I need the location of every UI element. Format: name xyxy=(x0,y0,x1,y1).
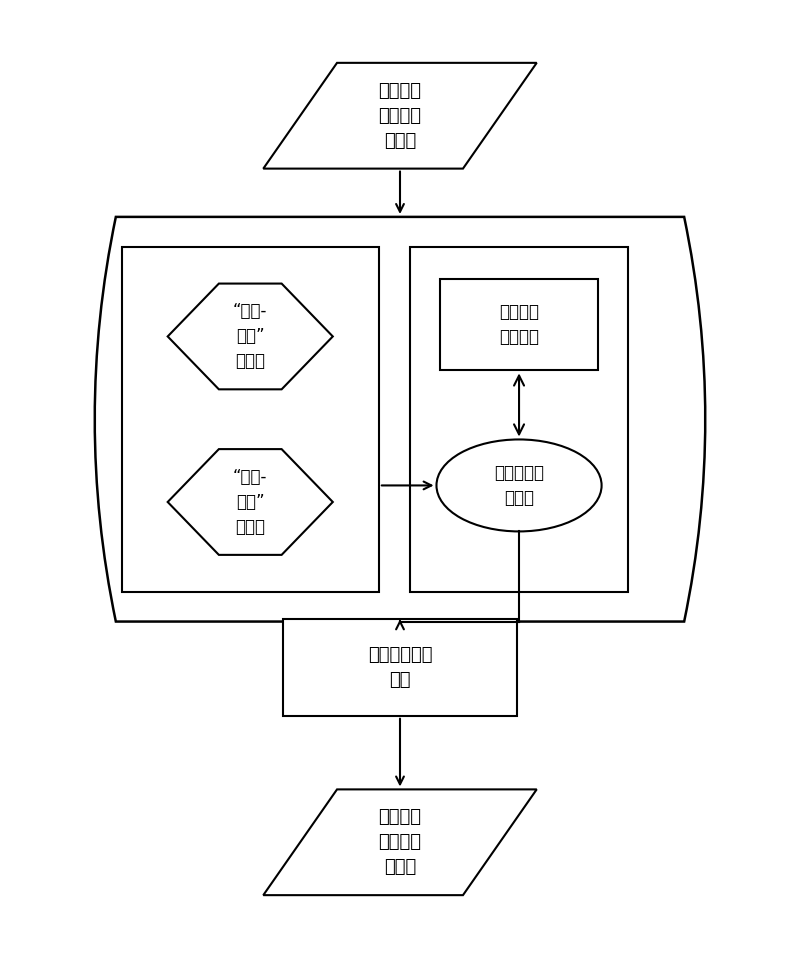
Text: 原样本集
合（所有
属性）: 原样本集 合（所有 属性） xyxy=(378,81,422,149)
Polygon shape xyxy=(263,63,537,169)
Text: 筛选处理
后的新样
本集合: 筛选处理 后的新样 本集合 xyxy=(378,809,422,877)
Polygon shape xyxy=(263,789,537,895)
Polygon shape xyxy=(168,449,333,555)
Text: 搜索待选
属性集合: 搜索待选 属性集合 xyxy=(499,303,539,346)
Bar xyxy=(410,247,629,592)
Bar xyxy=(440,279,598,371)
Text: 属性子集优
劣评估: 属性子集优 劣评估 xyxy=(494,464,544,507)
Ellipse shape xyxy=(437,440,602,532)
PathPatch shape xyxy=(94,217,706,622)
Text: “属性-
类别”
相关度: “属性- 类别” 相关度 xyxy=(233,303,267,371)
Text: “属性-
属性”
相关度: “属性- 属性” 相关度 xyxy=(233,468,267,536)
Bar xyxy=(283,619,517,716)
Polygon shape xyxy=(168,284,333,389)
Text: 筛选后的属性
子集: 筛选后的属性 子集 xyxy=(368,646,432,689)
Bar xyxy=(122,247,379,592)
